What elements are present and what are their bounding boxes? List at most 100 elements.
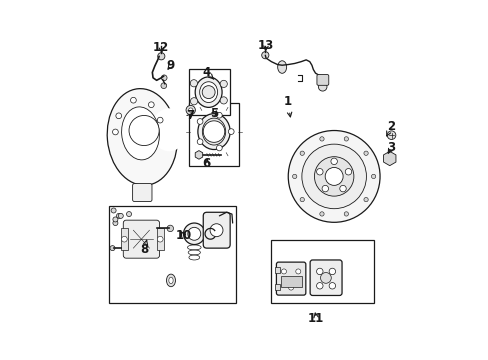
Text: 12: 12	[153, 41, 169, 54]
Circle shape	[292, 174, 296, 179]
Ellipse shape	[202, 118, 225, 145]
Circle shape	[167, 225, 173, 231]
Circle shape	[363, 197, 367, 202]
Ellipse shape	[166, 274, 175, 287]
Circle shape	[325, 167, 343, 185]
Text: 10: 10	[175, 229, 191, 242]
Ellipse shape	[277, 61, 286, 73]
Circle shape	[319, 212, 324, 216]
Circle shape	[316, 283, 323, 289]
FancyBboxPatch shape	[123, 220, 159, 258]
Circle shape	[261, 51, 268, 59]
Text: 2: 2	[386, 120, 395, 136]
Circle shape	[187, 227, 201, 240]
Circle shape	[281, 269, 286, 274]
Circle shape	[320, 273, 330, 283]
Bar	[274, 284, 280, 290]
Circle shape	[118, 213, 123, 219]
Circle shape	[112, 129, 118, 135]
Circle shape	[318, 82, 326, 91]
FancyBboxPatch shape	[316, 75, 328, 85]
Circle shape	[330, 158, 337, 165]
Ellipse shape	[151, 108, 187, 151]
Text: 9: 9	[166, 59, 175, 72]
Bar	[109, 206, 236, 303]
Circle shape	[288, 285, 293, 290]
Circle shape	[287, 131, 379, 222]
Circle shape	[295, 269, 300, 274]
Circle shape	[344, 212, 348, 216]
Circle shape	[188, 108, 192, 112]
Circle shape	[316, 268, 323, 275]
Bar	[121, 228, 128, 250]
Circle shape	[300, 151, 304, 156]
Circle shape	[116, 213, 121, 219]
Text: 3: 3	[386, 141, 395, 154]
Bar	[156, 228, 163, 250]
Ellipse shape	[195, 77, 222, 107]
Circle shape	[157, 236, 163, 242]
Text: 7: 7	[185, 109, 194, 122]
Circle shape	[148, 102, 154, 108]
Circle shape	[339, 185, 346, 192]
Text: 1: 1	[283, 95, 291, 117]
Text: 4: 4	[203, 66, 213, 79]
FancyBboxPatch shape	[276, 262, 305, 295]
Circle shape	[228, 129, 234, 134]
Circle shape	[197, 118, 203, 124]
Circle shape	[345, 168, 351, 175]
Circle shape	[386, 155, 392, 162]
Circle shape	[386, 131, 395, 139]
Circle shape	[183, 223, 204, 244]
Circle shape	[344, 137, 348, 141]
Circle shape	[129, 116, 159, 145]
Circle shape	[110, 246, 115, 251]
Circle shape	[185, 105, 195, 115]
Circle shape	[220, 97, 227, 104]
Text: 6: 6	[203, 157, 210, 170]
Circle shape	[371, 174, 375, 179]
Circle shape	[202, 86, 215, 99]
Circle shape	[130, 97, 136, 103]
Ellipse shape	[199, 82, 217, 103]
Bar	[280, 276, 301, 287]
Circle shape	[203, 121, 224, 142]
Circle shape	[113, 217, 118, 222]
Circle shape	[126, 212, 131, 217]
Circle shape	[161, 83, 166, 89]
Circle shape	[328, 268, 335, 275]
Bar	[274, 267, 280, 273]
Circle shape	[300, 197, 304, 202]
Circle shape	[190, 98, 197, 105]
Circle shape	[158, 53, 164, 60]
Circle shape	[190, 80, 197, 87]
Text: 11: 11	[307, 311, 324, 325]
Circle shape	[363, 151, 367, 156]
Circle shape	[197, 139, 203, 145]
Circle shape	[116, 113, 122, 119]
Bar	[188, 103, 239, 166]
Ellipse shape	[168, 277, 173, 284]
Circle shape	[121, 236, 127, 242]
Circle shape	[322, 185, 328, 192]
Ellipse shape	[122, 107, 159, 160]
Bar	[271, 240, 373, 303]
Bar	[188, 69, 230, 116]
Circle shape	[220, 80, 227, 87]
Circle shape	[111, 208, 116, 213]
Text: 8: 8	[140, 240, 148, 256]
Circle shape	[113, 221, 118, 226]
Ellipse shape	[107, 89, 177, 185]
Circle shape	[216, 145, 222, 151]
Circle shape	[216, 112, 222, 118]
Circle shape	[210, 224, 223, 237]
FancyBboxPatch shape	[309, 260, 341, 296]
FancyBboxPatch shape	[203, 212, 230, 248]
FancyBboxPatch shape	[132, 184, 152, 202]
Circle shape	[319, 137, 324, 141]
Circle shape	[328, 283, 335, 289]
Text: 13: 13	[257, 39, 274, 52]
Circle shape	[161, 75, 167, 81]
Bar	[206, 117, 210, 126]
Circle shape	[157, 117, 163, 123]
